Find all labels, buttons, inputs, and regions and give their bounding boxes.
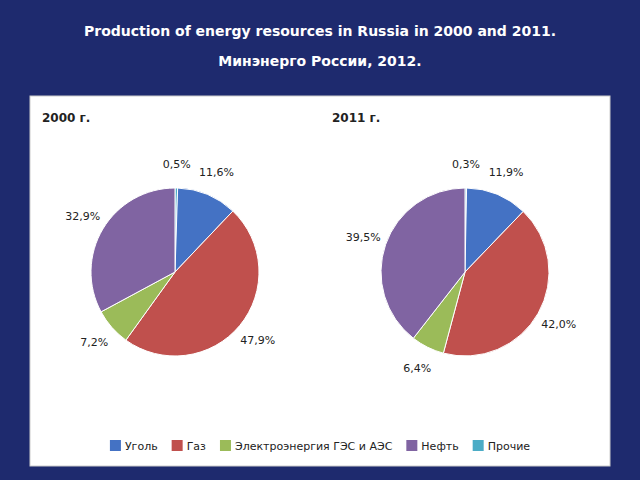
data-label: 32,9% <box>65 210 100 223</box>
legend: Уголь Газ Электроэнергия ГЭС и АЭС Нефть Про… <box>110 440 530 453</box>
legend-label: Нефть <box>421 440 458 453</box>
slice <box>381 188 465 338</box>
chart: Production of energy resources in Russia… <box>0 0 640 480</box>
data-label: 7,2% <box>80 336 108 349</box>
pie-title: 2000 г. <box>42 111 90 125</box>
title: Production of energy resources in Russia… <box>84 23 556 39</box>
data-label: 11,6% <box>199 166 234 179</box>
legend-swatch <box>110 440 121 451</box>
legend-swatch <box>473 440 484 451</box>
data-label: 39,5% <box>346 231 381 244</box>
pie <box>381 188 549 356</box>
legend-item: Газ <box>172 440 206 453</box>
data-label: 0,5% <box>163 158 191 171</box>
legend-item: Прочие <box>473 440 531 453</box>
legend-item: Уголь <box>110 440 158 453</box>
legend-swatch <box>172 440 183 451</box>
data-label: 47,9% <box>240 334 275 347</box>
legend-swatch <box>220 440 231 451</box>
legend-swatch <box>406 440 417 451</box>
legend-label: Прочие <box>488 440 531 453</box>
subtitle: Минэнерго России, 2012. <box>218 53 421 69</box>
pie <box>91 188 259 356</box>
data-label: 0,3% <box>452 158 480 171</box>
data-label: 42,0% <box>541 318 576 331</box>
data-label: 6,4% <box>403 362 431 375</box>
slice <box>91 188 175 312</box>
legend-item: Электроэнергия ГЭС и АЭС <box>220 440 393 453</box>
legend-label: Уголь <box>125 440 158 453</box>
data-label: 11,9% <box>489 166 524 179</box>
legend-label: Электроэнергия ГЭС и АЭС <box>235 440 393 453</box>
pie-title: 2011 г. <box>332 111 380 125</box>
legend-label: Газ <box>187 440 206 453</box>
panel <box>30 96 610 466</box>
legend-item: Нефть <box>406 440 458 453</box>
background <box>0 0 640 480</box>
